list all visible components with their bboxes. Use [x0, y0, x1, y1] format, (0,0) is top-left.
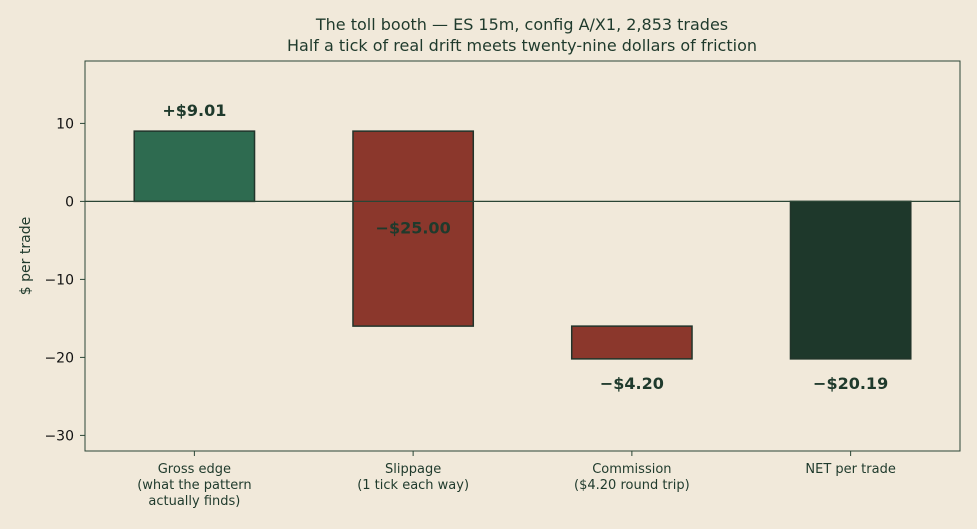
bar [352, 130, 475, 327]
x-tick-label: actually finds) [148, 494, 240, 509]
y-tick-label: 0 [65, 194, 74, 210]
bar [133, 130, 256, 203]
data-label: −$20.19 [813, 374, 888, 393]
x-tick-label: Commission [592, 462, 671, 477]
bar [570, 325, 693, 360]
y-tick-label: −20 [44, 350, 74, 366]
y-tick-label: −10 [44, 272, 74, 288]
bar [789, 200, 912, 360]
x-tick-label: Slippage [385, 462, 441, 477]
x-tick-label: Gross edge [158, 462, 231, 477]
y-tick-label: −30 [44, 428, 74, 444]
x-tick-label: NET per trade [805, 462, 895, 477]
data-label: +$9.01 [162, 101, 226, 120]
plot-frame [84, 60, 961, 452]
data-label: −$4.20 [600, 374, 664, 393]
x-tick-label: ($4.20 round trip) [574, 478, 690, 493]
chart-title: The toll booth — ES 15m, config A/X1, 2,… [315, 15, 728, 34]
chart-subtitle: Half a tick of real drift meets twenty-n… [287, 36, 757, 55]
y-tick-label: 10 [56, 116, 74, 132]
x-tick-label: (1 tick each way) [357, 478, 469, 493]
y-axis-label: $ per trade [18, 217, 34, 295]
x-tick-label: (what the pattern [137, 478, 251, 493]
data-label: −$25.00 [376, 219, 451, 238]
